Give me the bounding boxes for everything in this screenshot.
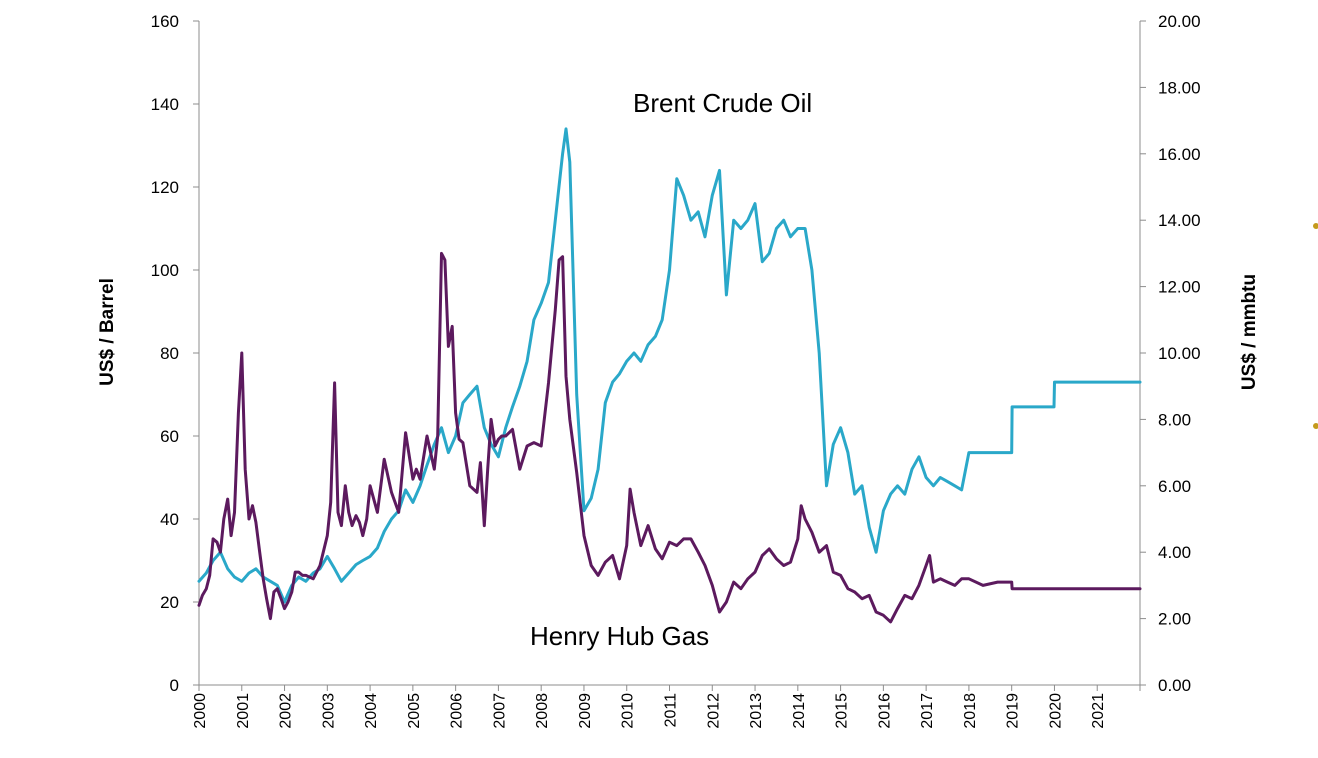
x-tick-label: 2015 <box>834 693 851 729</box>
left-tick-label: 100 <box>151 261 179 280</box>
right-tick-label: 14.00 <box>1158 211 1201 230</box>
x-tick-label: 2009 <box>577 693 594 729</box>
brent-annotation: Brent Crude Oil <box>633 88 812 118</box>
x-tick-label: 2019 <box>1005 693 1022 729</box>
x-tick-label: 2002 <box>278 693 295 729</box>
left-tick-label: 160 <box>151 12 179 31</box>
x-ticks: 2000 2001 2002 2003 2004 2005 2006 2007 2008 2009… <box>192 685 1140 729</box>
x-tick-label: 2007 <box>491 693 508 729</box>
left-tick-label: 60 <box>160 427 179 446</box>
left-tick-label: 140 <box>151 95 179 114</box>
left-tick-label: 20 <box>160 593 179 612</box>
right-tick-label: 6.00 <box>1158 477 1191 496</box>
x-tick-label: 2001 <box>235 693 252 729</box>
slide-bullet-2 <box>1313 423 1318 429</box>
right-tick-label: 10.00 <box>1158 344 1201 363</box>
right-tick-label: 8.00 <box>1158 410 1191 429</box>
x-tick-label: 2006 <box>449 693 466 729</box>
x-tick-label: 2021 <box>1090 693 1107 729</box>
x-tick-label: 2008 <box>534 693 551 729</box>
right-tick-label: 20.00 <box>1158 12 1201 31</box>
right-tick-label: 2.00 <box>1158 610 1191 629</box>
right-y-axis-title: US$ / mmbtu <box>1239 274 1260 390</box>
left-tick-label: 80 <box>160 344 179 363</box>
left-y-axis-title: US$ / Barrel <box>97 278 118 386</box>
x-tick-label: 2010 <box>620 693 637 729</box>
x-tick-label: 2004 <box>363 693 380 729</box>
brent-crude-oil-line <box>199 129 1140 602</box>
x-tick-label: 2020 <box>1047 693 1064 729</box>
left-y-ticks: 0 20 40 60 80 100 120 140 160 <box>151 12 199 695</box>
slide-bullet-1 <box>1313 223 1318 229</box>
x-tick-label: 2016 <box>876 693 893 729</box>
left-tick-label: 120 <box>151 178 179 197</box>
axes-group <box>199 21 1140 685</box>
henry-hub-annotation: Henry Hub Gas <box>530 621 709 651</box>
left-tick-label: 40 <box>160 510 179 529</box>
right-tick-label: 4.00 <box>1158 543 1191 562</box>
x-tick-label: 2005 <box>406 693 423 729</box>
right-tick-label: 18.00 <box>1158 78 1201 97</box>
x-tick-label: 2000 <box>192 693 209 729</box>
right-tick-label: 12.00 <box>1158 278 1201 297</box>
x-tick-label: 2003 <box>320 693 337 729</box>
left-tick-label: 0 <box>170 676 179 695</box>
right-tick-label: 0.00 <box>1158 676 1191 695</box>
x-tick-label: 2013 <box>748 693 765 729</box>
henry-hub-gas-line <box>199 253 1140 622</box>
right-y-ticks: 0.00 2.00 4.00 6.00 8.00 10.00 12.00 14.00 16.00… <box>1140 12 1201 695</box>
x-tick-label: 2018 <box>962 693 979 729</box>
x-tick-label: 2011 <box>663 693 680 728</box>
x-tick-label: 2014 <box>791 693 808 729</box>
right-tick-label: 16.00 <box>1158 145 1201 164</box>
x-tick-label: 2012 <box>705 693 722 729</box>
x-tick-label: 2017 <box>919 693 936 729</box>
series-layer <box>199 129 1140 622</box>
